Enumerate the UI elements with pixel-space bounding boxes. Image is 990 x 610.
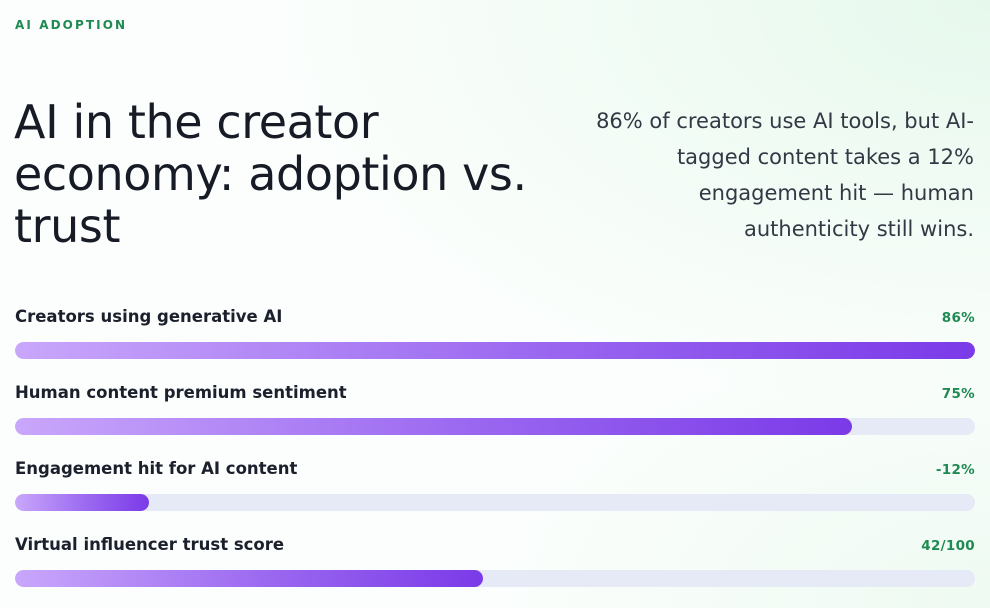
page-title: AI in the creator economy: adoption vs. … (14, 95, 527, 253)
metric-label: Engagement hit for AI content (15, 459, 298, 478)
metric-value: 75% (941, 386, 975, 402)
progress-fill (15, 494, 150, 511)
metric-header: Human content premium sentiment 75% (15, 382, 975, 404)
metrics-list: Creators using generative AI 86% Human c… (15, 306, 975, 610)
metric-label: Human content premium sentiment (15, 383, 347, 402)
progress-track (15, 418, 975, 435)
metric-header: Virtual influencer trust score 42/100 (15, 534, 975, 556)
progress-track (15, 342, 975, 359)
metric-creators-using-ai: Creators using generative AI 86% (15, 306, 975, 382)
metric-header: Creators using generative AI 86% (15, 306, 975, 328)
progress-fill (15, 342, 975, 359)
section-eyebrow: AI ADOPTION (15, 18, 128, 32)
summary-text: 86% of creators use AI tools, but AI-tag… (596, 109, 974, 241)
progress-track (15, 570, 975, 587)
progress-track (15, 494, 975, 511)
progress-fill (15, 418, 853, 435)
metric-human-content-premium: Human content premium sentiment 75% (15, 382, 975, 458)
metric-virtual-influencer-trust: Virtual influencer trust score 42/100 (15, 534, 975, 610)
metric-label: Creators using generative AI (15, 307, 283, 326)
metric-value: 86% (941, 310, 975, 326)
progress-fill (15, 570, 484, 587)
metric-engagement-hit: Engagement hit for AI content -12% (15, 458, 975, 534)
metric-label: Virtual influencer trust score (15, 535, 285, 554)
metric-header: Engagement hit for AI content -12% (15, 458, 975, 480)
metric-value: 42/100 (921, 538, 975, 554)
metric-value: -12% (935, 462, 975, 478)
